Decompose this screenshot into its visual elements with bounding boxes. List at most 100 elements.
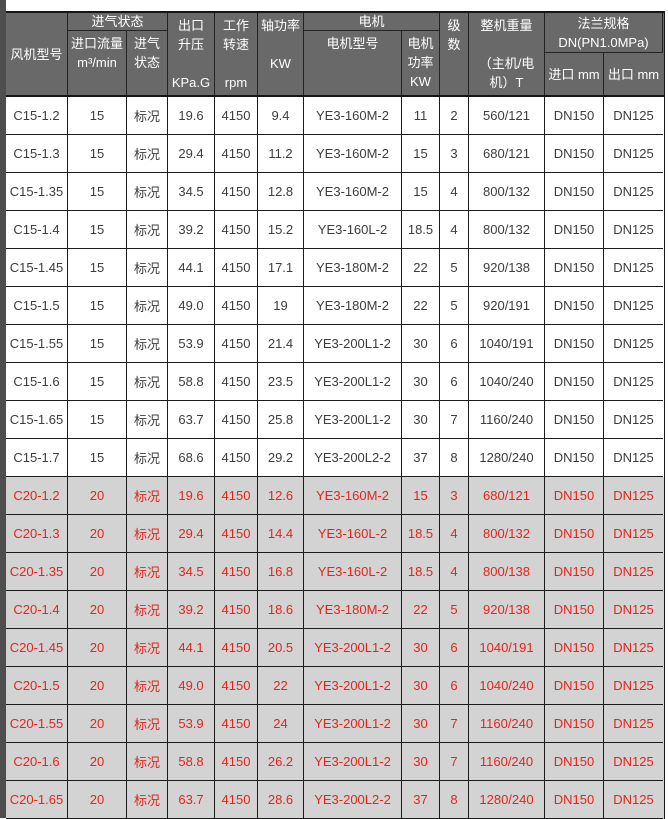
cell-motor_model: YE3-200L1-2 (304, 325, 402, 363)
cell-flange_in: DN150 (545, 401, 604, 439)
cell-flange_in: DN150 (545, 211, 604, 249)
cell-flow: 20 (68, 629, 127, 667)
cell-rpm: 4150 (215, 401, 258, 439)
cell-pressure: 29.4 (168, 135, 215, 173)
cell-flange_out: DN125 (604, 439, 663, 477)
cell-pressure: 39.2 (168, 591, 215, 629)
cell-state: 标况 (127, 97, 168, 135)
cell-state: 标况 (127, 401, 168, 439)
cell-weight: 1040/240 (469, 667, 545, 705)
cell-power: 16.8 (258, 553, 304, 591)
table-row: C15-1.2 15 标况 19.6 4150 9.4 YE3-160M-2 11 2 560/1… (6, 97, 664, 135)
table-row: C15-1.65 15 标况 63.7 4150 25.8 YE3-200L1-2 30 7 11… (6, 401, 664, 439)
cell-motor_power: 22 (402, 591, 440, 629)
cell-flange_out: DN125 (604, 211, 663, 249)
cell-pressure: 53.9 (168, 325, 215, 363)
cell-stages: 7 (440, 743, 469, 781)
cell-flow: 15 (68, 135, 127, 173)
cell-stages: 8 (440, 439, 469, 477)
cell-rpm: 4150 (215, 173, 258, 211)
cell-flange_out: DN125 (604, 553, 663, 591)
cell-model: C15-1.45 (6, 249, 68, 287)
cell-power: 17.1 (258, 249, 304, 287)
header-motor-power: 电机 功率 KW (402, 31, 440, 95)
cell-flange_in: DN150 (545, 439, 604, 477)
cell-flange_in: DN150 (545, 781, 604, 819)
cell-power: 24 (258, 705, 304, 743)
cell-motor_model: YE3-160L-2 (304, 211, 402, 249)
cell-model: C20-1.2 (6, 477, 68, 515)
table-header: 风机型号 进气状态 进口流量 m³/min 进气 状态 出口 升压 KPa.G … (6, 13, 664, 97)
cell-state: 标况 (127, 781, 168, 819)
header-intake-state: 进气 状态 (127, 31, 168, 95)
cell-state: 标况 (127, 515, 168, 553)
cell-motor_power: 15 (402, 173, 440, 211)
cell-model: C15-1.6 (6, 363, 68, 401)
cell-weight: 1280/240 (469, 439, 545, 477)
cell-pressure: 44.1 (168, 249, 215, 287)
cell-motor_power: 18.5 (402, 515, 440, 553)
cell-motor_model: YE3-200L2-2 (304, 439, 402, 477)
cell-weight: 800/132 (469, 173, 545, 211)
header-flange-outlet: 出口 mm (607, 66, 660, 82)
cell-rpm: 4150 (215, 135, 258, 173)
cell-weight: 1040/191 (469, 325, 545, 363)
cell-state: 标况 (127, 287, 168, 325)
cell-stages: 5 (440, 249, 469, 287)
header-fan-model: 风机型号 (6, 13, 68, 95)
cell-motor_power: 30 (402, 363, 440, 401)
cell-rpm: 4150 (215, 629, 258, 667)
cell-pressure: 19.6 (168, 477, 215, 515)
table-row: C15-1.3 15 标况 29.4 4150 11.2 YE3-160M-2 15 3 680/… (6, 135, 664, 173)
table-row: C15-1.7 15 标况 68.6 4150 29.2 YE3-200L2-2 37 8 128… (6, 439, 664, 477)
cell-motor_model: YE3-200L2-2 (304, 781, 402, 819)
table-row: C15-1.35 15 标况 34.5 4150 12.8 YE3-160M-2 15 4 800… (6, 173, 664, 211)
cell-rpm: 4150 (215, 97, 258, 135)
cell-motor_power: 22 (402, 287, 440, 325)
cell-motor_power: 18.5 (402, 553, 440, 591)
cell-motor_power: 30 (402, 325, 440, 363)
cell-model: C20-1.6 (6, 743, 68, 781)
cell-flow: 20 (68, 553, 127, 591)
cell-power: 29.2 (258, 439, 304, 477)
cell-model: C20-1.35 (6, 553, 68, 591)
cell-flow: 15 (68, 325, 127, 363)
cell-flange_out: DN125 (604, 173, 663, 211)
cell-state: 标况 (127, 363, 168, 401)
cell-stages: 3 (440, 477, 469, 515)
cell-model: C15-1.2 (6, 97, 68, 135)
cell-flange_out: DN125 (604, 287, 663, 325)
cell-pressure: 58.8 (168, 743, 215, 781)
cell-pressure: 63.7 (168, 401, 215, 439)
cell-flow: 20 (68, 667, 127, 705)
cell-model: C20-1.65 (6, 781, 68, 819)
cell-stages: 2 (440, 97, 469, 135)
cell-motor_model: YE3-160M-2 (304, 477, 402, 515)
cell-flange_out: DN125 (604, 97, 663, 135)
cell-stages: 6 (440, 667, 469, 705)
cell-weight: 920/138 (469, 591, 545, 629)
header-shaft-power: 轴功率 KW (258, 13, 304, 95)
cell-state: 标况 (127, 211, 168, 249)
cell-flange_in: DN150 (545, 667, 604, 705)
cell-motor_model: YE3-160L-2 (304, 553, 402, 591)
cell-stages: 4 (440, 515, 469, 553)
cell-flange_out: DN125 (604, 591, 663, 629)
cell-state: 标况 (127, 591, 168, 629)
cell-weight: 920/138 (469, 249, 545, 287)
cell-model: C15-1.3 (6, 135, 68, 173)
cell-rpm: 4150 (215, 325, 258, 363)
cell-flange_out: DN125 (604, 401, 663, 439)
cell-weight: 920/191 (469, 287, 545, 325)
table-row: C15-1.45 15 标况 44.1 4150 17.1 YE3-180M-2 22 5 920… (6, 249, 664, 287)
cell-weight: 1160/240 (469, 743, 545, 781)
cell-pressure: 34.5 (168, 173, 215, 211)
cell-power: 22 (258, 667, 304, 705)
cell-rpm: 4150 (215, 743, 258, 781)
fan-spec-table: 风机型号 进气状态 进口流量 m³/min 进气 状态 出口 升压 KPa.G … (6, 11, 665, 819)
cell-flow: 15 (68, 287, 127, 325)
table-row: C20-1.3 20 标况 29.4 4150 14.4 YE3-160L-2 18.5 4 80… (6, 515, 664, 553)
cell-weight: 1280/240 (469, 781, 545, 819)
cell-rpm: 4150 (215, 553, 258, 591)
cell-model: C20-1.45 (6, 629, 68, 667)
